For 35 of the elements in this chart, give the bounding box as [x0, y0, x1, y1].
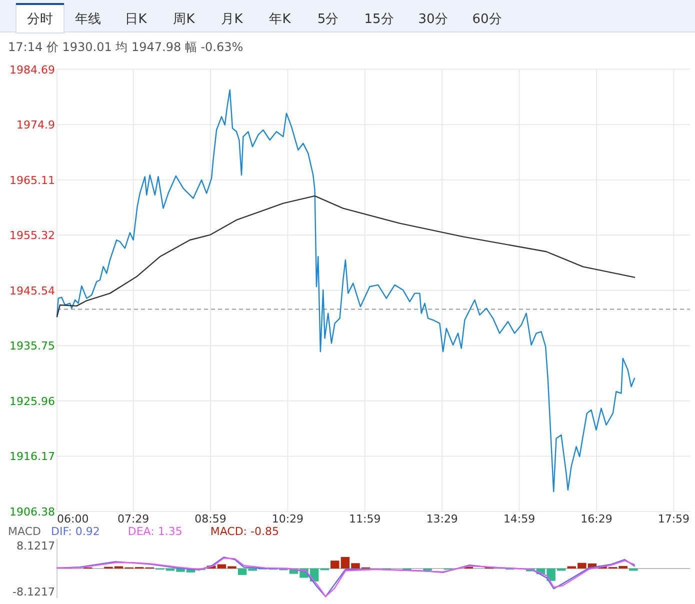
x-tick-label: 08:59: [194, 512, 226, 526]
text: 周K: [173, 12, 196, 27]
text: 日K: [125, 12, 148, 27]
y-tick-label: 1925.96: [10, 394, 55, 408]
text: 月K: [221, 12, 244, 27]
text: 30分: [418, 12, 448, 27]
text: DEA: 1.35: [128, 525, 182, 538]
y-tick-label: 8.1217: [16, 540, 55, 553]
text: 5分: [317, 12, 339, 27]
chart-title: MACD: [8, 525, 41, 538]
x-tick-label: 06:00: [57, 512, 89, 526]
text: 年K: [269, 12, 292, 27]
x-tick-label: 14:59: [503, 512, 536, 526]
y-tick-label: 1965.11: [10, 174, 55, 187]
text: 15分: [364, 12, 394, 27]
x-tick-label: 10:29: [272, 512, 304, 526]
y-tick-label: 1945.54: [10, 284, 55, 298]
x-tick-label: 16:29: [580, 512, 612, 526]
x-tick-label: 17:59: [658, 512, 690, 526]
text: 分时: [27, 12, 53, 27]
y-tick-label: 1955.32: [10, 229, 55, 242]
y-tick-label: 1916.17: [10, 450, 55, 464]
text: 60分: [472, 12, 502, 27]
y-tick-label: 1974.9: [16, 118, 55, 132]
x-tick-label: 13:29: [426, 512, 458, 526]
chart-subtitle: 17:14 价 1930.01 均 1947.98 幅 -0.63%: [8, 40, 244, 54]
x-tick-label: 11:59: [349, 512, 381, 526]
text: MACD: -0.85: [210, 525, 279, 538]
y-tick-label: 1984.69: [10, 63, 55, 76]
y-tick-label: -8.1217: [12, 585, 55, 598]
text: 年线: [75, 12, 101, 27]
y-tick-label: 1906.38: [10, 506, 55, 518]
y-tick-label: 1935.75: [10, 340, 55, 353]
text: DIF: 0.92: [50, 525, 100, 538]
x-tick-label: 07:29: [117, 512, 150, 526]
